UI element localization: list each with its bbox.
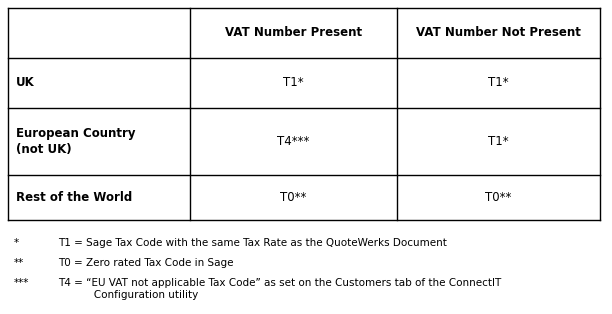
Text: T0**: T0** bbox=[280, 191, 307, 204]
Text: T0**: T0** bbox=[485, 191, 512, 204]
Text: VAT Number Present: VAT Number Present bbox=[225, 26, 362, 40]
Text: **: ** bbox=[14, 258, 24, 268]
Text: T4 = “EU VAT not applicable Tax Code” as set on the Customers tab of the Connect: T4 = “EU VAT not applicable Tax Code” as… bbox=[58, 278, 501, 300]
Text: *: * bbox=[14, 238, 19, 248]
Text: VAT Number Not Present: VAT Number Not Present bbox=[416, 26, 581, 40]
Text: T1*: T1* bbox=[283, 77, 304, 89]
Text: T1*: T1* bbox=[488, 77, 509, 89]
Text: T1 = Sage Tax Code with the same Tax Rate as the QuoteWerks Document: T1 = Sage Tax Code with the same Tax Rat… bbox=[58, 238, 447, 248]
Text: Rest of the World: Rest of the World bbox=[16, 191, 132, 204]
Text: T1*: T1* bbox=[488, 135, 509, 148]
Text: European Country
(not UK): European Country (not UK) bbox=[16, 127, 135, 155]
Text: T0 = Zero rated Tax Code in Sage: T0 = Zero rated Tax Code in Sage bbox=[58, 258, 234, 268]
Text: ***: *** bbox=[14, 278, 29, 288]
Text: T4***: T4*** bbox=[277, 135, 310, 148]
Text: UK: UK bbox=[16, 77, 35, 89]
